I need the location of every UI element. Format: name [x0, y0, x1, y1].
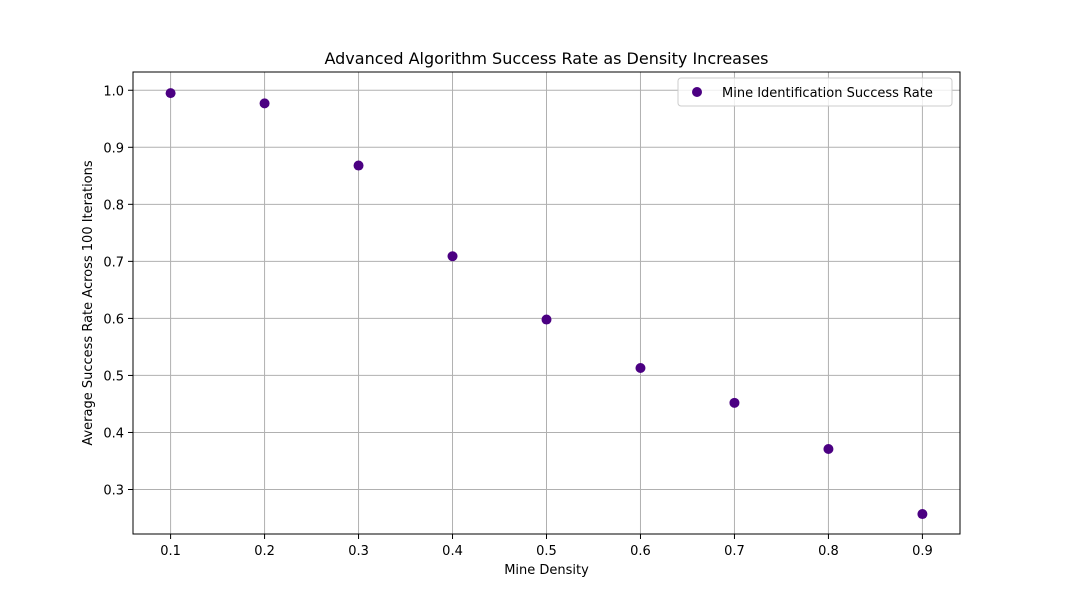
- x-tick-label: 0.6: [630, 544, 651, 559]
- y-axis-ticks: 0.3 0.4 0.5 0.6 0.7 0.8 0.9 1.0: [103, 84, 133, 499]
- legend: Mine Identification Success Rate: [677, 77, 953, 107]
- y-tick-label: 0.5: [103, 369, 124, 384]
- legend-label: Mine Identification Success Rate: [722, 86, 933, 101]
- x-tick-label: 0.2: [254, 544, 275, 559]
- data-point: [823, 444, 834, 455]
- y-tick-label: 0.4: [103, 426, 124, 441]
- data-point: [259, 98, 270, 109]
- legend-box: [677, 77, 953, 107]
- data-point: [917, 509, 928, 520]
- x-axis-ticks: 0.1 0.2 0.3 0.4 0.5 0.6 0.7 0.8 0.9: [160, 534, 933, 559]
- data-point: [635, 363, 646, 374]
- x-tick-label: 0.9: [912, 544, 933, 559]
- x-tick-label: 0.7: [724, 544, 745, 559]
- legend-marker: [692, 87, 702, 97]
- x-axis-label: Mine Density: [504, 563, 589, 578]
- chart-title: Advanced Algorithm Success Rate as Densi…: [324, 49, 768, 68]
- x-tick-label: 0.3: [348, 544, 369, 559]
- data-points: [165, 88, 928, 520]
- data-point: [353, 160, 364, 171]
- x-tick-label: 0.1: [160, 544, 181, 559]
- data-point: [165, 88, 176, 99]
- y-tick-label: 0.8: [103, 198, 124, 213]
- data-point: [541, 314, 552, 325]
- y-axis-label: Average Success Rate Across 100 Iteratio…: [81, 160, 96, 446]
- y-tick-label: 0.7: [103, 255, 124, 270]
- grid: [133, 72, 960, 534]
- data-point: [447, 251, 458, 262]
- y-tick-label: 1.0: [103, 84, 124, 99]
- data-point: [729, 397, 740, 408]
- y-tick-label: 0.9: [103, 141, 124, 156]
- x-tick-label: 0.5: [536, 544, 557, 559]
- x-tick-label: 0.8: [818, 544, 839, 559]
- x-tick-label: 0.4: [442, 544, 463, 559]
- y-tick-label: 0.3: [103, 484, 124, 499]
- y-tick-label: 0.6: [103, 312, 124, 327]
